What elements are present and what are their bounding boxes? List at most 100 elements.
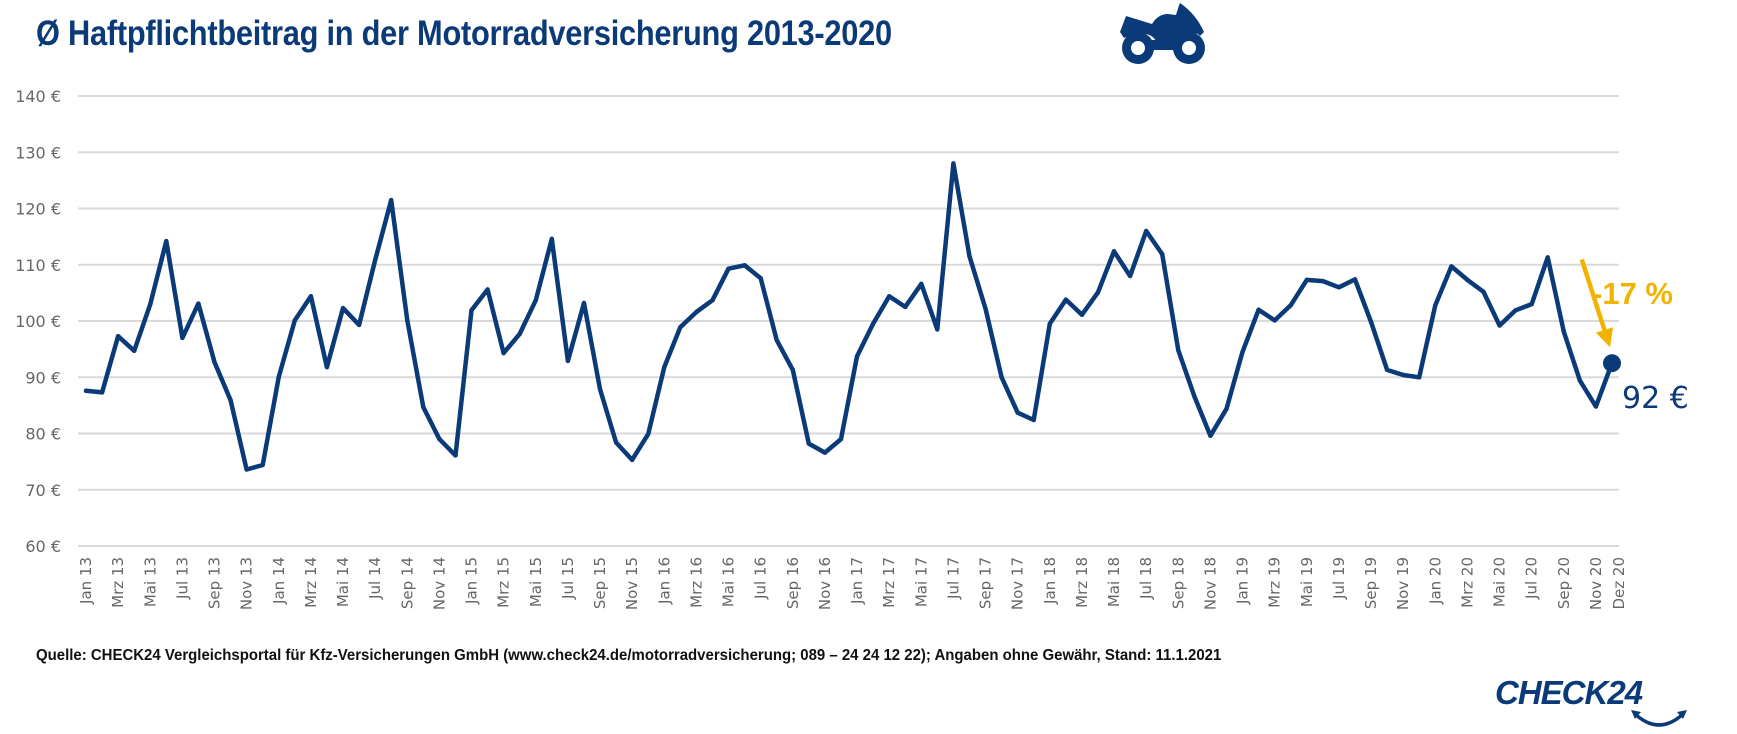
- data-point: [742, 263, 747, 268]
- data-point: [1160, 251, 1165, 257]
- data-point: [533, 297, 538, 303]
- data-point: [99, 390, 105, 395]
- data-point: [212, 359, 217, 365]
- data-point: [1143, 228, 1149, 234]
- x-tick-label: Mai 17: [912, 557, 930, 607]
- check24-smile-icon: [1631, 710, 1687, 727]
- x-tick-label: Jan 15: [463, 557, 481, 605]
- data-point: [1497, 323, 1502, 328]
- data-point: [1352, 277, 1358, 282]
- x-tick-label: Mrz 18: [1073, 557, 1091, 608]
- data-point: [469, 308, 474, 313]
- data-point: [1465, 277, 1470, 283]
- data-point: [1561, 329, 1567, 334]
- data-point: [903, 304, 908, 310]
- x-tick-label: Jan 16: [655, 557, 673, 605]
- decline-arrow: [1579, 258, 1607, 331]
- data-point: [405, 318, 410, 323]
- data-points: [83, 161, 1615, 472]
- data-point: [870, 321, 876, 327]
- data-point: [1545, 255, 1550, 260]
- data-point: [517, 331, 522, 337]
- data-point: [1400, 372, 1406, 378]
- data-point: [1384, 367, 1390, 373]
- x-tick-label: Mrz 14: [302, 557, 320, 608]
- data-point: [1320, 278, 1326, 284]
- data-point: [886, 294, 892, 299]
- data-point: [324, 364, 330, 370]
- data-point: [340, 305, 346, 311]
- x-tick-label: Mai 15: [527, 557, 545, 607]
- x-tick-label: Sep 19: [1362, 557, 1380, 609]
- data-point: [951, 161, 956, 166]
- y-tick-label: 60 €: [25, 537, 61, 556]
- data-point: [1095, 290, 1101, 295]
- x-tick-label: Nov 14: [430, 557, 448, 610]
- x-tick-label: Nov 18: [1201, 557, 1219, 610]
- data-point: [822, 450, 828, 455]
- data-point: [549, 236, 555, 242]
- data-point: [967, 254, 972, 259]
- data-point: [935, 327, 940, 332]
- x-tick-label: Mrz 15: [495, 557, 513, 608]
- x-tick-label: Mai 20: [1491, 557, 1509, 607]
- data-point: [196, 301, 201, 306]
- x-tick-label: Nov 16: [816, 557, 834, 610]
- x-tick-label: Nov 15: [623, 557, 641, 610]
- data-point: [678, 324, 683, 330]
- x-tick-label: Mrz 16: [687, 557, 705, 608]
- y-tick-label: 70 €: [25, 481, 61, 500]
- data-point: [1176, 348, 1181, 353]
- x-tick-label: Mai 14: [334, 557, 352, 607]
- logo-text: CHECK24: [1495, 674, 1643, 711]
- x-tick-label: Mrz 17: [880, 557, 898, 608]
- data-point: [1272, 318, 1277, 323]
- data-point: [244, 467, 249, 472]
- data-point: [983, 306, 988, 311]
- data-point: [421, 404, 426, 410]
- x-tick-label: Mai 19: [1298, 557, 1316, 607]
- x-tick-label: Sep 15: [591, 557, 609, 609]
- data-point: [646, 431, 651, 437]
- data-point: [1224, 406, 1229, 411]
- x-tick-label: Jul 18: [1137, 557, 1155, 600]
- data-point: [1192, 394, 1197, 399]
- data-point: [1513, 308, 1518, 313]
- data-point: [790, 367, 795, 373]
- motorcycle-icon: [1120, 3, 1205, 64]
- data-point: [662, 364, 667, 370]
- x-tick-label: Jan 20: [1426, 557, 1444, 605]
- data-point: [999, 375, 1004, 380]
- data-point: [372, 258, 378, 263]
- y-tick-label: 110 €: [15, 256, 61, 275]
- decline-percent-label: -17 %: [1592, 276, 1673, 311]
- x-tick-label: Dez 20: [1610, 557, 1628, 610]
- x-tick-label: Sep 13: [206, 557, 224, 609]
- data-point: [758, 276, 763, 281]
- data-point: [501, 350, 506, 356]
- check24-logo: CHECK24: [1495, 674, 1695, 734]
- data-point: [164, 238, 169, 244]
- data-point: [260, 462, 265, 468]
- x-tick-label: Nov 19: [1394, 557, 1412, 610]
- data-point: [1208, 433, 1213, 438]
- x-tick-label: Mrz 20: [1458, 557, 1476, 608]
- data-point: [613, 440, 619, 445]
- data-point: [1593, 404, 1599, 409]
- y-tick-label: 90 €: [25, 368, 61, 387]
- y-tick-label: 140 €: [15, 87, 61, 106]
- x-tick-label: Nov 20: [1587, 557, 1605, 610]
- data-point: [453, 453, 458, 458]
- data-point: [1015, 410, 1020, 415]
- data-point: [389, 197, 394, 203]
- x-tick-label: Nov 13: [238, 557, 256, 610]
- data-point: [629, 457, 635, 463]
- x-tick-label: Jul 20: [1523, 557, 1541, 600]
- y-tick-label: 130 €: [15, 143, 61, 162]
- data-point: [228, 398, 233, 403]
- x-tick-label: Jul 17: [944, 557, 962, 600]
- series-line: [83, 161, 1615, 472]
- data-point: [774, 337, 779, 343]
- x-tick-label: Sep 17: [977, 557, 995, 609]
- y-tick-label: 120 €: [15, 200, 61, 219]
